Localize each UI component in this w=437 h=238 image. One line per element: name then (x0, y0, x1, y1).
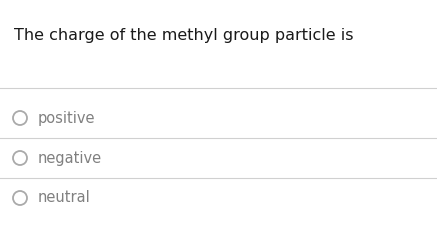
Text: positive: positive (38, 110, 96, 125)
Text: neutral: neutral (38, 190, 91, 205)
Text: The charge of the methyl group particle is: The charge of the methyl group particle … (14, 28, 354, 43)
Text: negative: negative (38, 150, 102, 165)
